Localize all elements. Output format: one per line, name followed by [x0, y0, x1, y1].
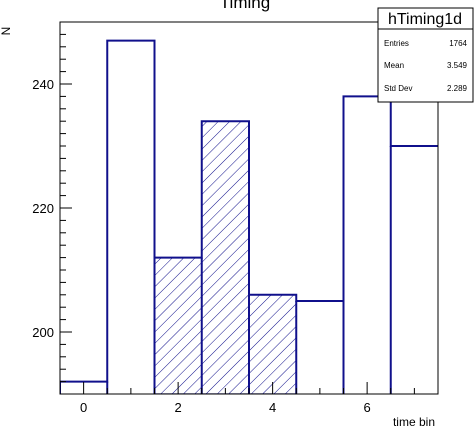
- hatched-bin-4: [248, 294, 297, 394]
- stats-mean-value: 3.549: [447, 61, 468, 70]
- x-tick-label-2: 2: [175, 400, 182, 415]
- x-tick-label-4: 4: [269, 400, 276, 415]
- x-tick-label-6: 6: [364, 400, 371, 415]
- plot-frame: [59, 21, 439, 395]
- stats-mean-label: Mean: [384, 61, 404, 70]
- stats-entries-label: Entries: [384, 39, 409, 48]
- x-axis-title: time bin: [393, 415, 435, 429]
- stats-box: hTiming1d Entries 1764 Mean 3.549 Std De…: [377, 7, 474, 103]
- stats-stddev-value: 2.289: [447, 84, 468, 93]
- histogram-outline: [60, 39, 438, 383]
- stats-stddev-label: Std Dev: [384, 84, 412, 93]
- y-tick-label-240: 240: [32, 77, 54, 92]
- y-axis-title: N: [0, 27, 13, 36]
- y-tick-label-220: 220: [32, 201, 54, 216]
- y-tick-label-200: 200: [32, 325, 54, 340]
- hatched-bin-3: [201, 120, 250, 394]
- x-tick-label-0: 0: [80, 400, 87, 415]
- stats-box-frame: [377, 7, 474, 103]
- stats-box-name: hTiming1d: [388, 11, 462, 28]
- chart-title: Timing: [220, 0, 270, 12]
- stats-entries-value: 1764: [449, 39, 467, 48]
- hatched-bin-2: [153, 256, 203, 394]
